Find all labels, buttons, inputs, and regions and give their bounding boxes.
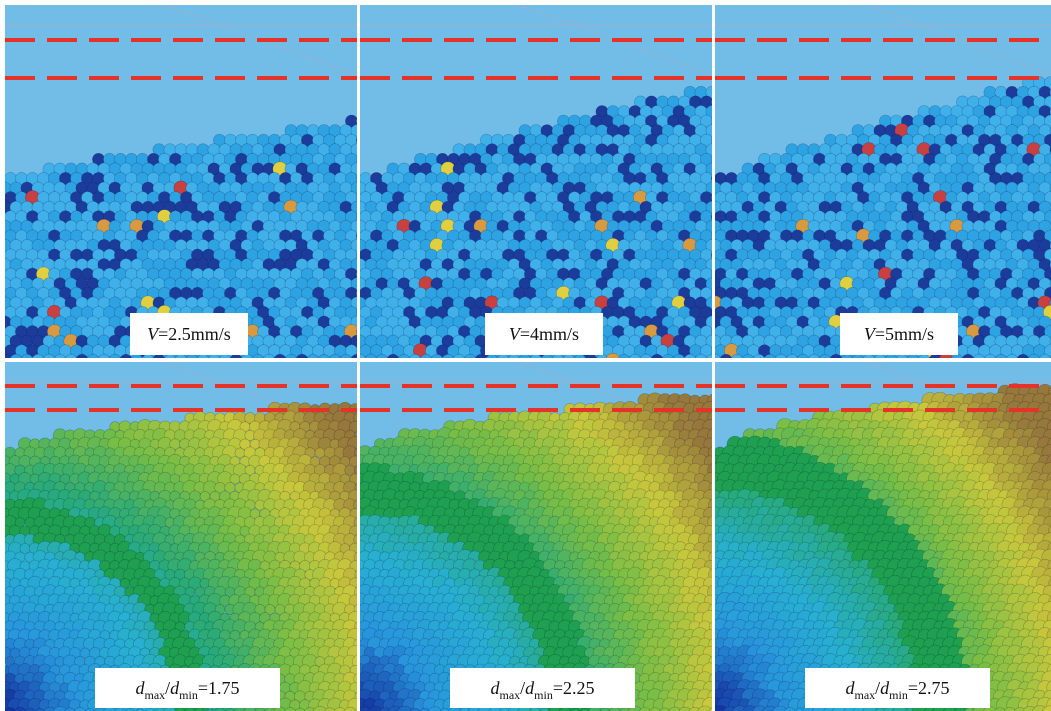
label-denominator-sub: min bbox=[179, 688, 198, 702]
panel-label: V=5mm/s bbox=[864, 324, 934, 344]
panel bbox=[0, 362, 367, 711]
panel bbox=[352, 362, 723, 711]
panel bbox=[707, 362, 1051, 711]
label-value: =4mm/s bbox=[520, 324, 579, 344]
figure: V=2.5mm/sV=4mm/sV=5mm/sdmax/dmin=1.75dma… bbox=[0, 0, 1051, 711]
label-value: =1.75 bbox=[198, 678, 240, 698]
panel-label: V=2.5mm/s bbox=[147, 324, 231, 344]
label-value: =2.5mm/s bbox=[158, 324, 231, 344]
label-denominator-sub: min bbox=[534, 688, 553, 702]
label-value: =5mm/s bbox=[875, 324, 934, 344]
label-numerator-sub: max bbox=[499, 688, 520, 702]
label-value: =2.25 bbox=[553, 678, 595, 698]
label-numerator-sub: max bbox=[144, 688, 165, 702]
panel bbox=[0, 5, 369, 367]
panel-label: V=4mm/s bbox=[509, 324, 579, 344]
